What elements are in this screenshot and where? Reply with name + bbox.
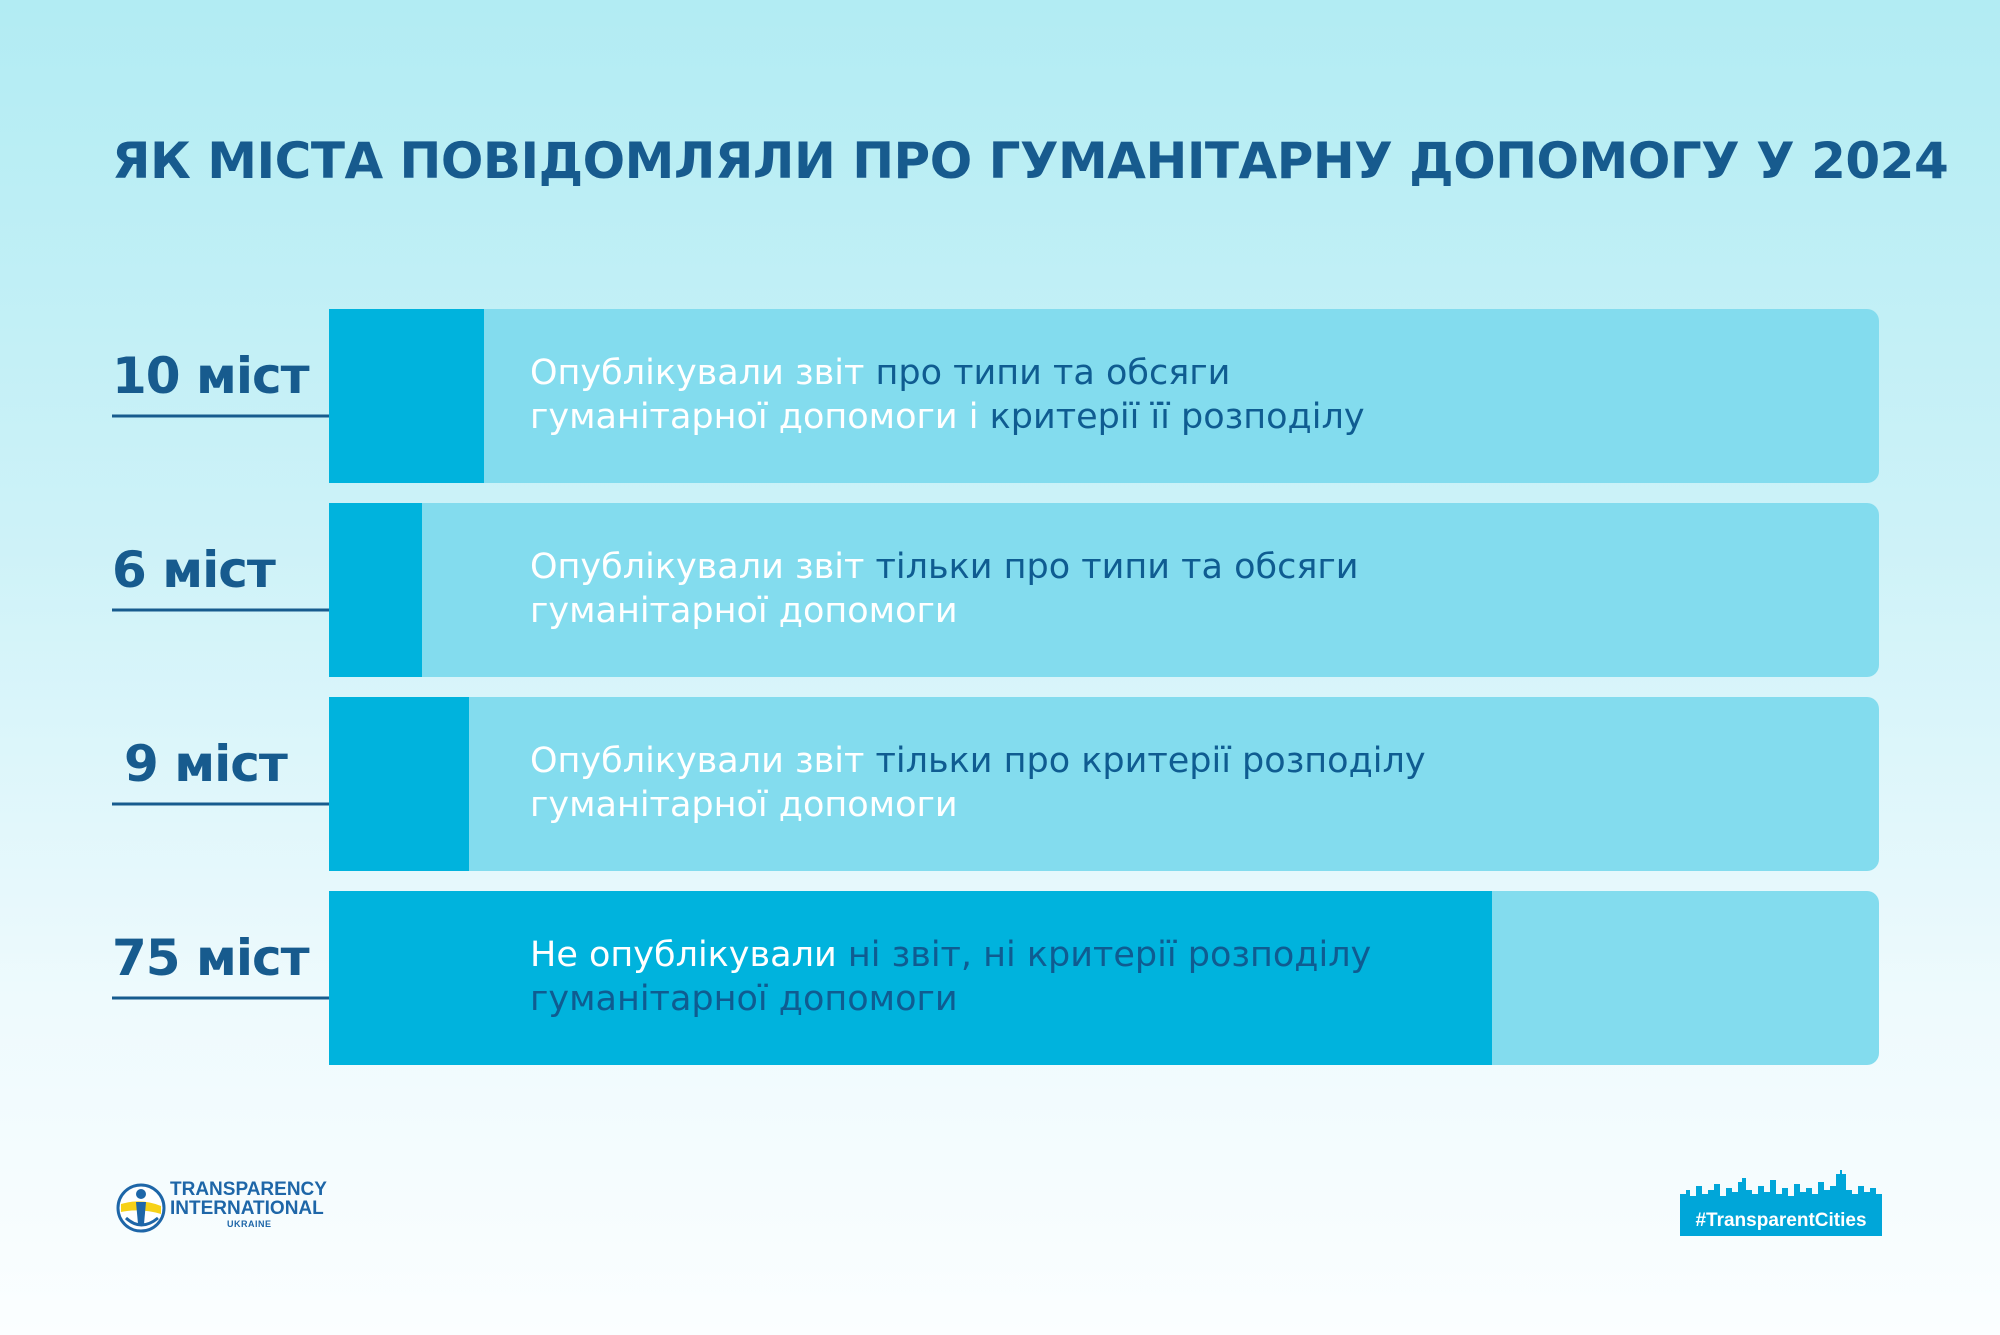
ti-logo-line3: UKRAINE (227, 1219, 272, 1229)
description-text: тільки про типи та обсяги (864, 547, 1359, 587)
value-label: 6 міст (112, 541, 276, 599)
bar (329, 891, 1492, 1065)
description-text: критерії її розподілу (989, 397, 1365, 437)
description-highlight: Опублікували звіт (530, 741, 865, 781)
bar-track (329, 697, 1879, 871)
city-skyline-icon (1680, 1170, 1882, 1208)
transparency-international-logo: TRANSPARENCY INTERNATIONAL UKRAINE (116, 1180, 356, 1236)
bar-track (329, 309, 1879, 483)
chart-row: 10 міст Опублікували звіт про типи та об… (0, 309, 2000, 483)
description-text: гуманітарної допомоги (530, 979, 958, 1019)
description-text: про типи та обсяги (864, 353, 1231, 393)
description-highlight: Опублікували звіт (530, 547, 865, 587)
transparency-international-globe-icon (116, 1183, 166, 1233)
description-highlight: Опублікували звіт (530, 353, 865, 393)
chart-row: 6 міст Опублікували звіт тільки про типи… (0, 503, 2000, 677)
description-highlight: гуманітарної допомоги (530, 785, 958, 825)
transparent-cities-logo: #TransparentCities (1680, 1170, 1882, 1236)
value-label: 9 міст (124, 735, 288, 793)
ti-logo-line2: INTERNATIONAL (170, 1198, 324, 1219)
bar-track (329, 891, 1879, 1065)
value-label: 10 міст (112, 347, 310, 405)
bar-description: Опублікували звіт тільки про критерії ро… (530, 739, 1530, 827)
chart-row: 75 міст Не опублікували ні звіт, ні крит… (0, 891, 2000, 1065)
description-highlight: гуманітарної допомоги (530, 591, 958, 631)
chart-row: 9 міст Опублікували звіт тільки про крит… (0, 697, 2000, 871)
bar-description: Опублікували звіт тільки про типи та обс… (530, 545, 1530, 633)
bar-description: Опублікували звіт про типи та обсяги гум… (530, 351, 1530, 439)
description-highlight: Не опублікували (530, 935, 837, 975)
page-title: ЯК МІСТА ПОВІДОМЛЯЛИ ПРО ГУМАНІТАРНУ ДОП… (112, 132, 1949, 190)
description-highlight: і (957, 397, 990, 437)
bar-track (329, 503, 1879, 677)
bar-description: Не опублікували ні звіт, ні критерії роз… (530, 933, 1530, 1021)
description-text: ні звіт, ні критерії розподілу (836, 935, 1372, 975)
bar (329, 503, 422, 677)
bar (329, 309, 484, 483)
bar (329, 697, 469, 871)
description-text: тільки про критерії розподілу (864, 741, 1426, 781)
hashtag-label: #TransparentCities (1680, 1206, 1882, 1236)
ti-logo-line1: TRANSPARENCY (170, 1179, 327, 1200)
description-highlight: гуманітарної допомоги (530, 397, 958, 437)
value-label: 75 міст (112, 929, 310, 987)
